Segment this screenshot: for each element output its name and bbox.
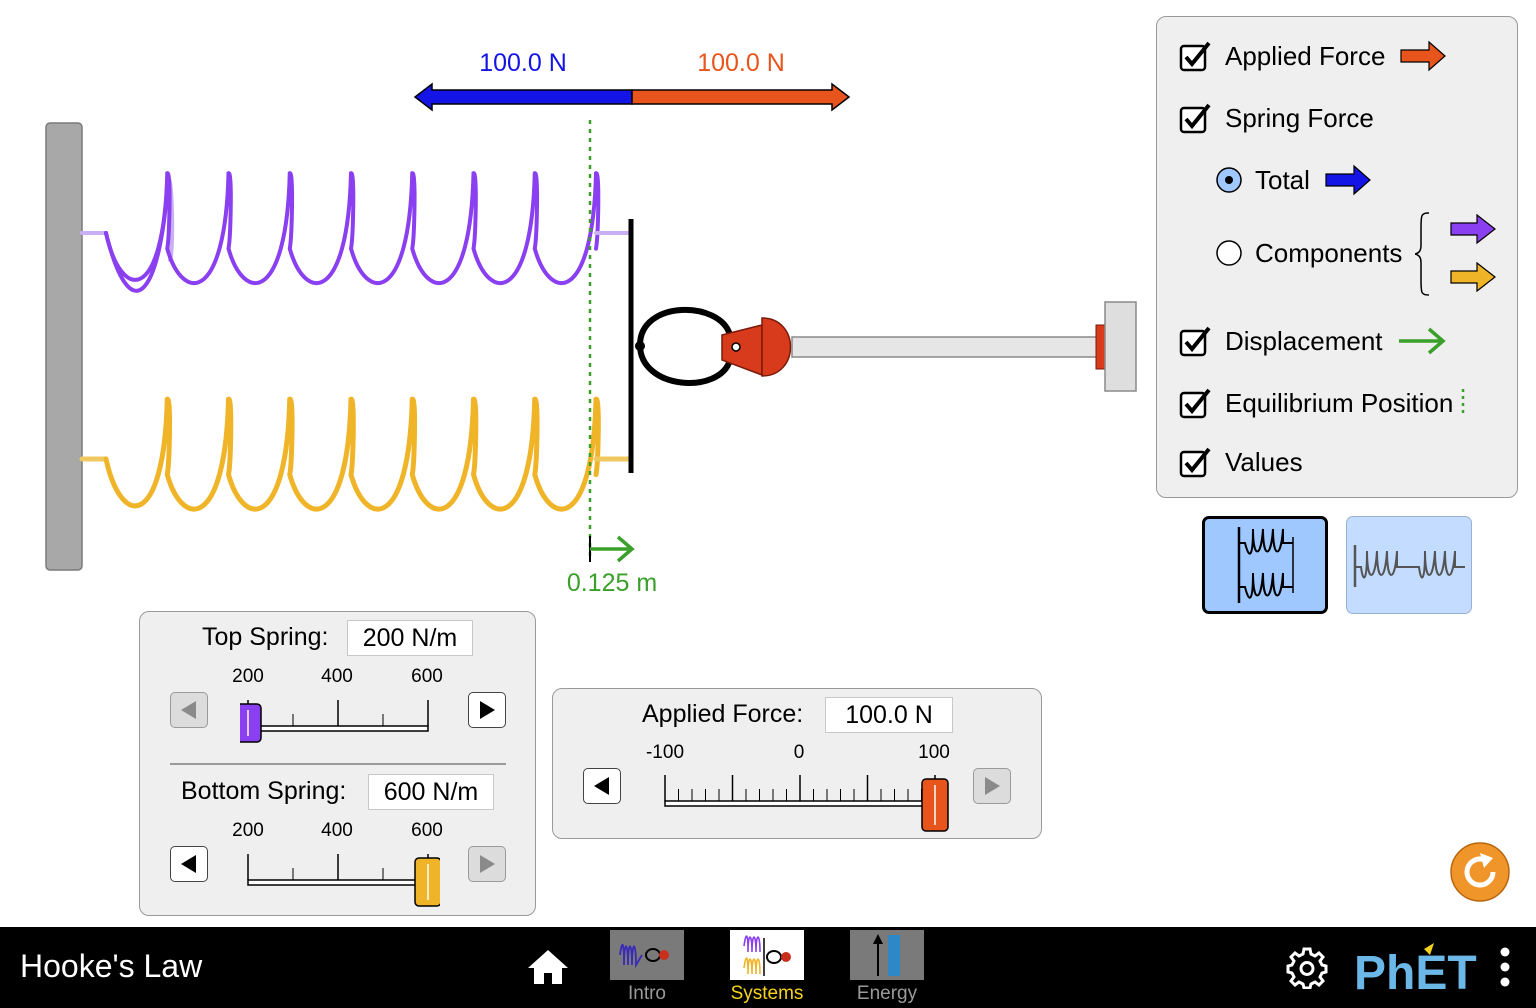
spring-force-label: Spring Force [1225,102,1374,133]
applied-force-slider[interactable] [657,767,949,835]
left-triangle-icon [181,701,196,719]
top-spring-value: 200 N/m [347,620,473,656]
navigation-bar: Hooke's Law Intro Systems [0,927,1536,1008]
applied-force-value: 100.0 N [697,49,785,77]
left-triangle-icon [181,855,196,873]
applied-force-tick-label: -100 [645,742,685,763]
top-spring-label: Top Spring: [202,623,329,651]
applied-force-slider-thumb[interactable] [921,778,949,832]
bottom-spring-decrement-button[interactable] [170,846,208,882]
top-spring-tick-label: 200 [232,666,264,687]
applied-force-arrow [631,82,851,112]
robotic-arm[interactable] [635,301,1137,392]
tab-intro-label: Intro [627,983,667,1004]
values-checkbox[interactable]: Values [1179,442,1303,482]
reset-icon [1464,853,1496,888]
gear-icon[interactable] [1286,947,1328,989]
series-springs-view-button[interactable] [1346,516,1472,614]
bottom-spring [79,396,633,512]
total-radio[interactable]: Total [1215,160,1372,200]
equilibrium-position-label: Equilibrium Position [1225,387,1454,418]
total-force-arrow-icon [1325,164,1371,196]
visibility-options-panel: Applied Force Spring Force Total Compone… [1156,16,1518,498]
top-spring-decrement-button[interactable] [170,692,208,728]
spring-constant-panel: Top Spring: 200 N/m 200 400 600 Bottom S… [139,611,536,916]
applied-force-tick-label: 100 [918,742,950,763]
checkbox-checked-icon [1179,103,1211,134]
checkbox-checked-icon [1179,326,1211,357]
spring-force-arrow [413,82,633,112]
bottom-spring-value: 600 N/m [368,774,494,810]
intro-tab-icon [610,930,684,980]
checkbox-checked-icon [1179,41,1211,72]
home-icon[interactable] [526,947,570,987]
tab-systems-label: Systems [730,983,804,1004]
total-label: Total [1255,164,1310,195]
tab-systems[interactable]: Systems [722,927,812,1008]
bottom-spring-slider-thumb[interactable] [414,857,440,907]
bottom-spring-slider[interactable] [240,846,440,908]
applied-force-checkbox[interactable]: Applied Force [1179,36,1447,76]
tab-energy[interactable]: Energy [842,927,932,1008]
radio-unselected-icon [1216,240,1242,266]
right-triangle-icon [480,855,495,873]
top-spring-slider[interactable] [240,692,440,744]
displacement-arrow-icon [1398,327,1446,355]
displacement-arrow [589,535,635,563]
applied-force-control-value: 100.0 N [825,697,953,733]
svg-text:PhET: PhET [1354,947,1477,1000]
spring-force-checkbox[interactable]: Spring Force [1179,98,1374,138]
top-spring-tick-label: 600 [411,666,443,687]
phet-logo[interactable]: PhET [1352,939,1484,1001]
bottom-spring-tick-label: 400 [321,820,353,841]
spring-force-value: 100.0 N [479,49,567,77]
panel-divider [170,763,506,765]
right-triangle-icon [985,777,1000,795]
radio-selected-icon [1216,167,1242,193]
components-arrows-icon [1415,212,1496,296]
equilibrium-line-icon [1462,389,1465,417]
displacement-checkbox[interactable]: Displacement [1179,321,1447,361]
displacement-label: Displacement [1225,325,1383,356]
more-options-icon[interactable] [1494,945,1516,989]
energy-tab-icon [850,930,924,980]
applied-force-increment-button[interactable] [973,768,1011,804]
applied-force-label: Applied Force [1225,40,1386,71]
bottom-spring-tick-label: 200 [232,820,264,841]
checkbox-checked-icon [1179,447,1211,478]
checkbox-checked-icon [1179,388,1211,419]
components-radio[interactable]: Components [1215,233,1402,273]
applied-force-panel: Applied Force: 100.0 N -100 0 100 [552,688,1042,839]
bottom-spring-label: Bottom Spring: [181,777,347,805]
bottom-spring-tick-label: 600 [411,820,443,841]
components-label: Components [1255,237,1403,268]
reset-all-button[interactable] [1449,841,1511,903]
tab-intro[interactable]: Intro [602,927,692,1008]
top-spring-increment-button[interactable] [468,692,506,728]
top-spring [80,171,632,293]
systems-tab-icon [730,930,804,980]
app-title: Hooke's Law [20,948,203,984]
spring-scene: 100.0 N 100.0 N 0.125 m [45,49,1137,597]
parallel-springs-view-button[interactable] [1202,516,1328,614]
applied-force-decrement-button[interactable] [583,768,621,804]
top-spring-slider-thumb[interactable] [240,703,262,743]
displacement-value: 0.125 m [567,569,657,597]
top-spring-tick-label: 400 [321,666,353,687]
wall [45,122,83,571]
applied-force-control-label: Applied Force: [642,700,804,728]
left-triangle-icon [594,777,609,795]
equilibrium-position-checkbox[interactable]: Equilibrium Position [1179,383,1467,423]
series-springs-icon [1353,545,1465,587]
bottom-spring-increment-button[interactable] [468,846,506,882]
applied-force-arrow-icon [1400,40,1447,72]
tab-energy-label: Energy [856,983,918,1004]
values-label: Values [1225,446,1303,477]
applied-force-tick-label: 0 [793,742,805,763]
parallel-springs-icon [1237,527,1294,603]
right-triangle-icon [480,701,495,719]
